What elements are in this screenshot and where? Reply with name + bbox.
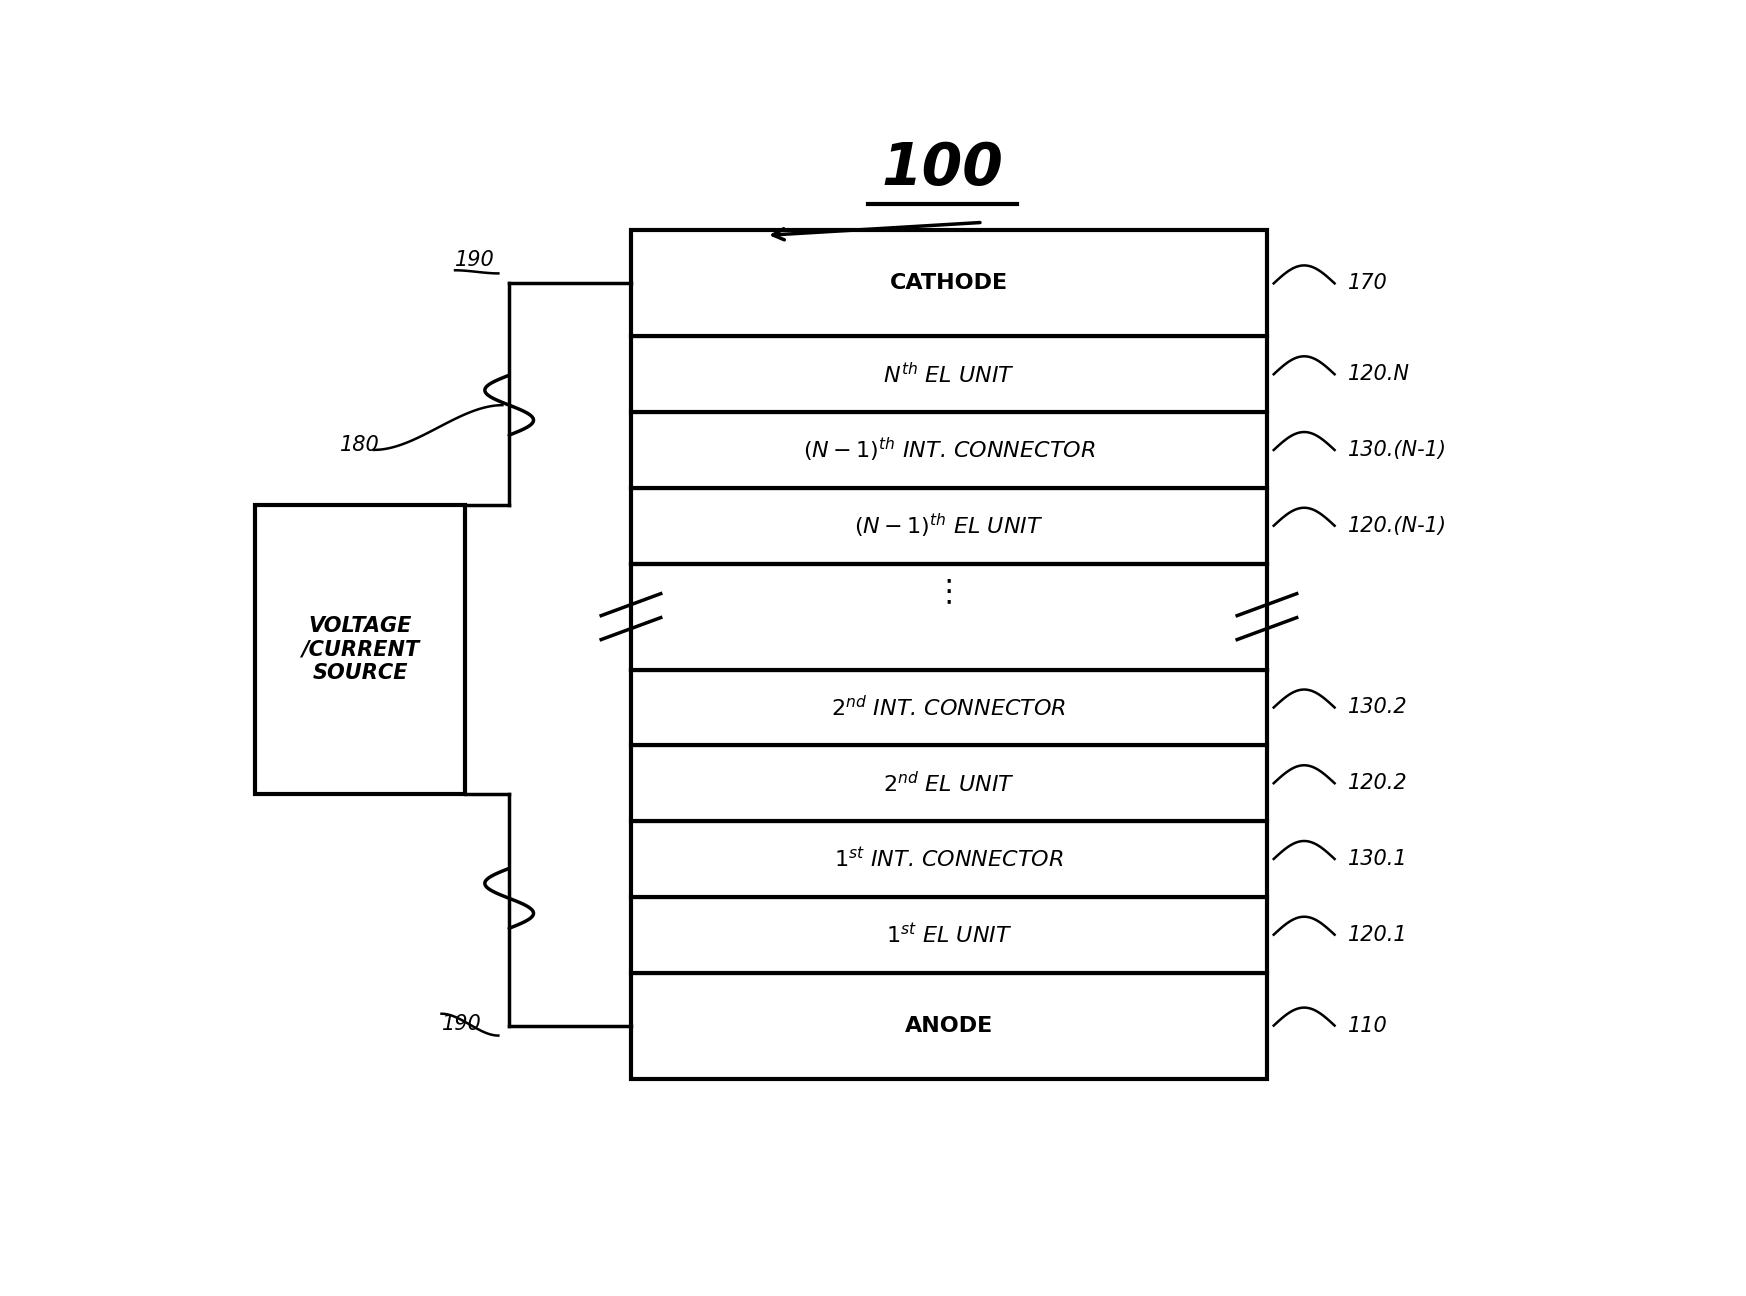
Text: 120.(N-1): 120.(N-1) xyxy=(1348,516,1447,535)
Bar xyxy=(630,670,1268,745)
Bar xyxy=(630,745,1268,822)
Text: 180: 180 xyxy=(340,435,381,455)
Text: 120.N: 120.N xyxy=(1348,364,1411,384)
Text: 190: 190 xyxy=(442,1013,482,1034)
Text: $1^{st}$ EL UNIT: $1^{st}$ EL UNIT xyxy=(885,923,1013,947)
Text: 130.1: 130.1 xyxy=(1348,849,1407,868)
Bar xyxy=(630,972,1268,1078)
Text: $N^{th}$ EL UNIT: $N^{th}$ EL UNIT xyxy=(883,362,1014,388)
Bar xyxy=(630,564,1268,670)
Bar xyxy=(630,412,1268,487)
Text: CATHODE: CATHODE xyxy=(890,273,1007,293)
Text: $1^{st}$ INT. CONNECTOR: $1^{st}$ INT. CONNECTOR xyxy=(835,846,1063,871)
Text: 130.(N-1): 130.(N-1) xyxy=(1348,441,1447,460)
Bar xyxy=(630,487,1268,564)
Text: 100: 100 xyxy=(882,140,1004,197)
Bar xyxy=(630,897,1268,972)
Text: $(N-1)^{th}$ EL UNIT: $(N-1)^{th}$ EL UNIT xyxy=(854,512,1044,540)
Bar xyxy=(630,337,1268,412)
Text: 120.2: 120.2 xyxy=(1348,774,1407,793)
Text: $(N-1)^{th}$ INT. CONNECTOR: $(N-1)^{th}$ INT. CONNECTOR xyxy=(803,435,1095,464)
Text: $2^{nd}$ INT. CONNECTOR: $2^{nd}$ INT. CONNECTOR xyxy=(831,695,1067,721)
Bar xyxy=(255,505,464,794)
Text: ANODE: ANODE xyxy=(904,1016,993,1036)
Text: 190: 190 xyxy=(456,250,494,271)
Text: VOLTAGE
/CURRENT
SOURCE: VOLTAGE /CURRENT SOURCE xyxy=(302,617,419,683)
Bar xyxy=(630,231,1268,337)
Text: 120.1: 120.1 xyxy=(1348,925,1407,945)
Bar xyxy=(630,822,1268,897)
Text: $2^{nd}$ EL UNIT: $2^{nd}$ EL UNIT xyxy=(883,771,1014,796)
Text: 170: 170 xyxy=(1348,273,1388,293)
Text: 130.2: 130.2 xyxy=(1348,697,1407,718)
Text: ⋮: ⋮ xyxy=(934,577,964,607)
Text: 110: 110 xyxy=(1348,1016,1388,1036)
